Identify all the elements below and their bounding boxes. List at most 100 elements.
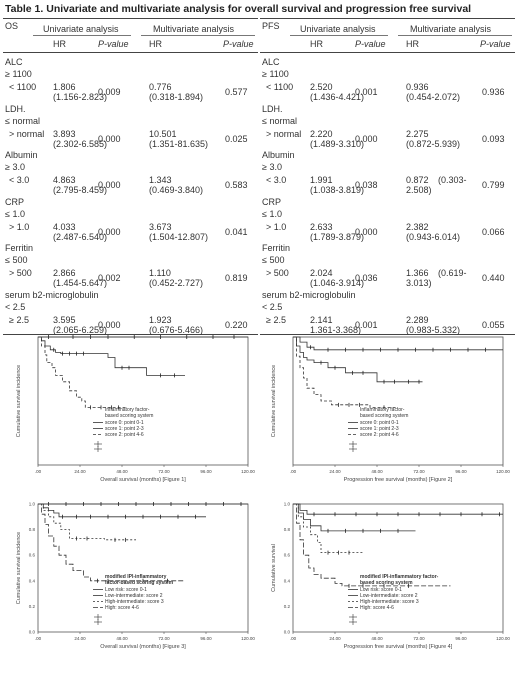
km-series-1 — [38, 502, 248, 506]
univariate-divider — [290, 35, 388, 36]
multivariate-pvalue: 0.093 — [482, 133, 505, 144]
x-tick-label: 24.00 — [74, 469, 86, 474]
y-axis-label: Cumulative survival — [271, 544, 277, 592]
y-tick-label: 0.4 — [284, 578, 291, 583]
km-series-2 — [38, 336, 185, 378]
univariate-hr-header: HR — [53, 39, 66, 49]
survival-curve — [38, 503, 206, 518]
comparison-level: > normal — [266, 128, 302, 139]
legend-entry: score 1: point 2-3 — [105, 426, 144, 432]
multivariate-hr-header: HR — [149, 39, 162, 49]
multivariate-pvalue: 0.819 — [225, 273, 248, 283]
x-tick-label: .00 — [35, 636, 42, 641]
legend-entry: Low-intermediate: score 2 — [360, 593, 418, 599]
figure-3-os-modified-ipi: .00 24.00 48.00 72.00 96.00 120.00 1.0 0.8 0.6 0.… — [10, 492, 260, 657]
km-series-4 — [293, 503, 451, 588]
survival-curve — [38, 503, 136, 541]
table-header: PFS Univariate analysis Multivariate analy… — [260, 19, 515, 53]
reference-level: < 2.5 — [262, 301, 283, 312]
legend-title: Inflammatory factor- — [105, 407, 150, 413]
univariate-ci: (1.454-5.647) — [53, 278, 108, 288]
multivariate-pvalue: 0.577 — [225, 87, 248, 97]
comparison-level: > 1.0 — [9, 221, 30, 232]
multivariate-pvalue: 0.936 — [482, 87, 505, 97]
legend-entry: score 2: point 4-6 — [360, 432, 399, 438]
univariate-ci: (1.436-4.421) — [310, 92, 365, 102]
univariate-ci: (1.789-3.879) — [310, 231, 365, 242]
plot-frame — [37, 503, 249, 633]
km-plot: .00 24.00 48.00 72.00 96.00 120.00 Overall sur… — [16, 335, 255, 483]
survival-curve — [293, 336, 503, 351]
y-tick-label: 1.0 — [29, 502, 36, 507]
reference-level: ≥ 1100 — [5, 69, 32, 79]
y-tick-label: 0.6 — [29, 553, 36, 558]
y-tick-label: 0.4 — [29, 578, 36, 583]
univariate-hr: 3.893 — [53, 128, 76, 139]
variable-name: ALC — [262, 57, 280, 67]
univariate-pvalue: 0.000 — [98, 133, 121, 144]
multivariate-hr: 1.343 — [149, 175, 172, 185]
univariate-hr: 2.220 — [310, 128, 333, 139]
univariate-ci: (1.038-3.819) — [310, 185, 365, 195]
reference-level: ≥ 3.0 — [5, 162, 25, 172]
x-tick-label: 96.00 — [200, 636, 212, 641]
multivariate-ci: (0.983-5.332) — [406, 324, 461, 335]
multivariate-ci: (0.454-2.072) — [406, 92, 461, 102]
reference-level: ≤ 1.0 — [262, 208, 282, 219]
x-axis-label: Overall survival (months) [Figure 1] — [100, 477, 186, 483]
variable-name: serum b2-microglobulin — [5, 289, 99, 300]
km-series-1 — [293, 503, 503, 517]
x-tick-label: 72.00 — [158, 469, 170, 474]
legend-entry: High: score 4-6 — [105, 605, 139, 611]
km-series-2 — [293, 336, 423, 384]
multivariate-header: Multivariate analysis — [153, 24, 235, 34]
y-tick-label: 0.8 — [29, 527, 36, 532]
km-series-4 — [38, 503, 185, 583]
univariate-ci: (2.795-8.459) — [53, 185, 108, 195]
reference-level: < 2.5 — [5, 301, 26, 312]
multivariate-pvalue: 0.220 — [225, 319, 248, 330]
univariate-pvalue: 0.000 — [98, 180, 121, 190]
univariate-pvalue: 0.000 — [98, 319, 121, 330]
univariate-ci: (2.065-6.259) — [53, 324, 108, 335]
univariate-hr: 3.595 — [53, 314, 76, 325]
figure-4-pfs-modified-ipi: .00 24.00 48.00 72.00 96.00 120.00 1.0 0.8 0.6 0.… — [265, 492, 515, 657]
univariate-divider — [33, 35, 131, 36]
comparison-level: ≥ 2.5 — [9, 314, 29, 325]
legend-title: modified IPI-inflammatory — [105, 574, 167, 580]
legend-title: based scoring system — [105, 413, 153, 419]
x-tick-label: 96.00 — [200, 469, 212, 474]
multivariate-pvalue: 0.041 — [225, 226, 248, 237]
variable-name: ALC — [5, 57, 23, 67]
multivariate-ci: (0.469-3.840) — [149, 185, 204, 195]
multivariate-divider — [141, 35, 255, 36]
pfs-table: PFS Univariate analysis Multivariate analy… — [260, 18, 515, 335]
variable-name: LDH. — [5, 103, 26, 114]
univariate-header: Univariate analysis — [300, 24, 376, 34]
survival-curve — [38, 503, 185, 582]
survival-curve — [293, 503, 503, 515]
variable-name: Ferritin — [262, 243, 291, 253]
reference-level: ≤ 500 — [5, 255, 28, 265]
multivariate-ci: (0.619- — [438, 268, 467, 278]
univariate-ci: (2.302-6.585) — [53, 138, 108, 149]
y-tick-label: 0.6 — [284, 553, 291, 558]
x-tick-label: 120.00 — [241, 636, 255, 641]
km-plot: .00 24.00 48.00 72.00 96.00 120.00 1.0 0.8 0.6 0.… — [271, 502, 510, 651]
reference-level: ≤ normal — [5, 115, 40, 126]
univariate-ci: 1.361-3.368) — [310, 324, 362, 335]
multivariate-ci: (1.351-81.635) — [149, 138, 209, 149]
km-series-3 — [38, 503, 136, 542]
x-tick-label: 48.00 — [371, 636, 383, 641]
x-tick-label: .00 — [35, 469, 42, 474]
x-tick-label: .00 — [290, 636, 297, 641]
univariate-hr: 2.520 — [310, 82, 333, 92]
y-axis-label: Cumulative survival incidence — [271, 365, 277, 437]
figure-2-pfs-inflammatory: .00 24.00 48.00 72.00 96.00 120.00 Progression… — [265, 325, 515, 490]
multivariate-ci: (0.676-5.466) — [149, 324, 204, 335]
multivariate-ci: (0.303- — [438, 175, 467, 185]
km-series-1 — [38, 335, 248, 339]
survival-curve — [293, 503, 416, 532]
multivariate-header: Multivariate analysis — [410, 24, 492, 34]
y-tick-label: 0.2 — [284, 604, 291, 609]
